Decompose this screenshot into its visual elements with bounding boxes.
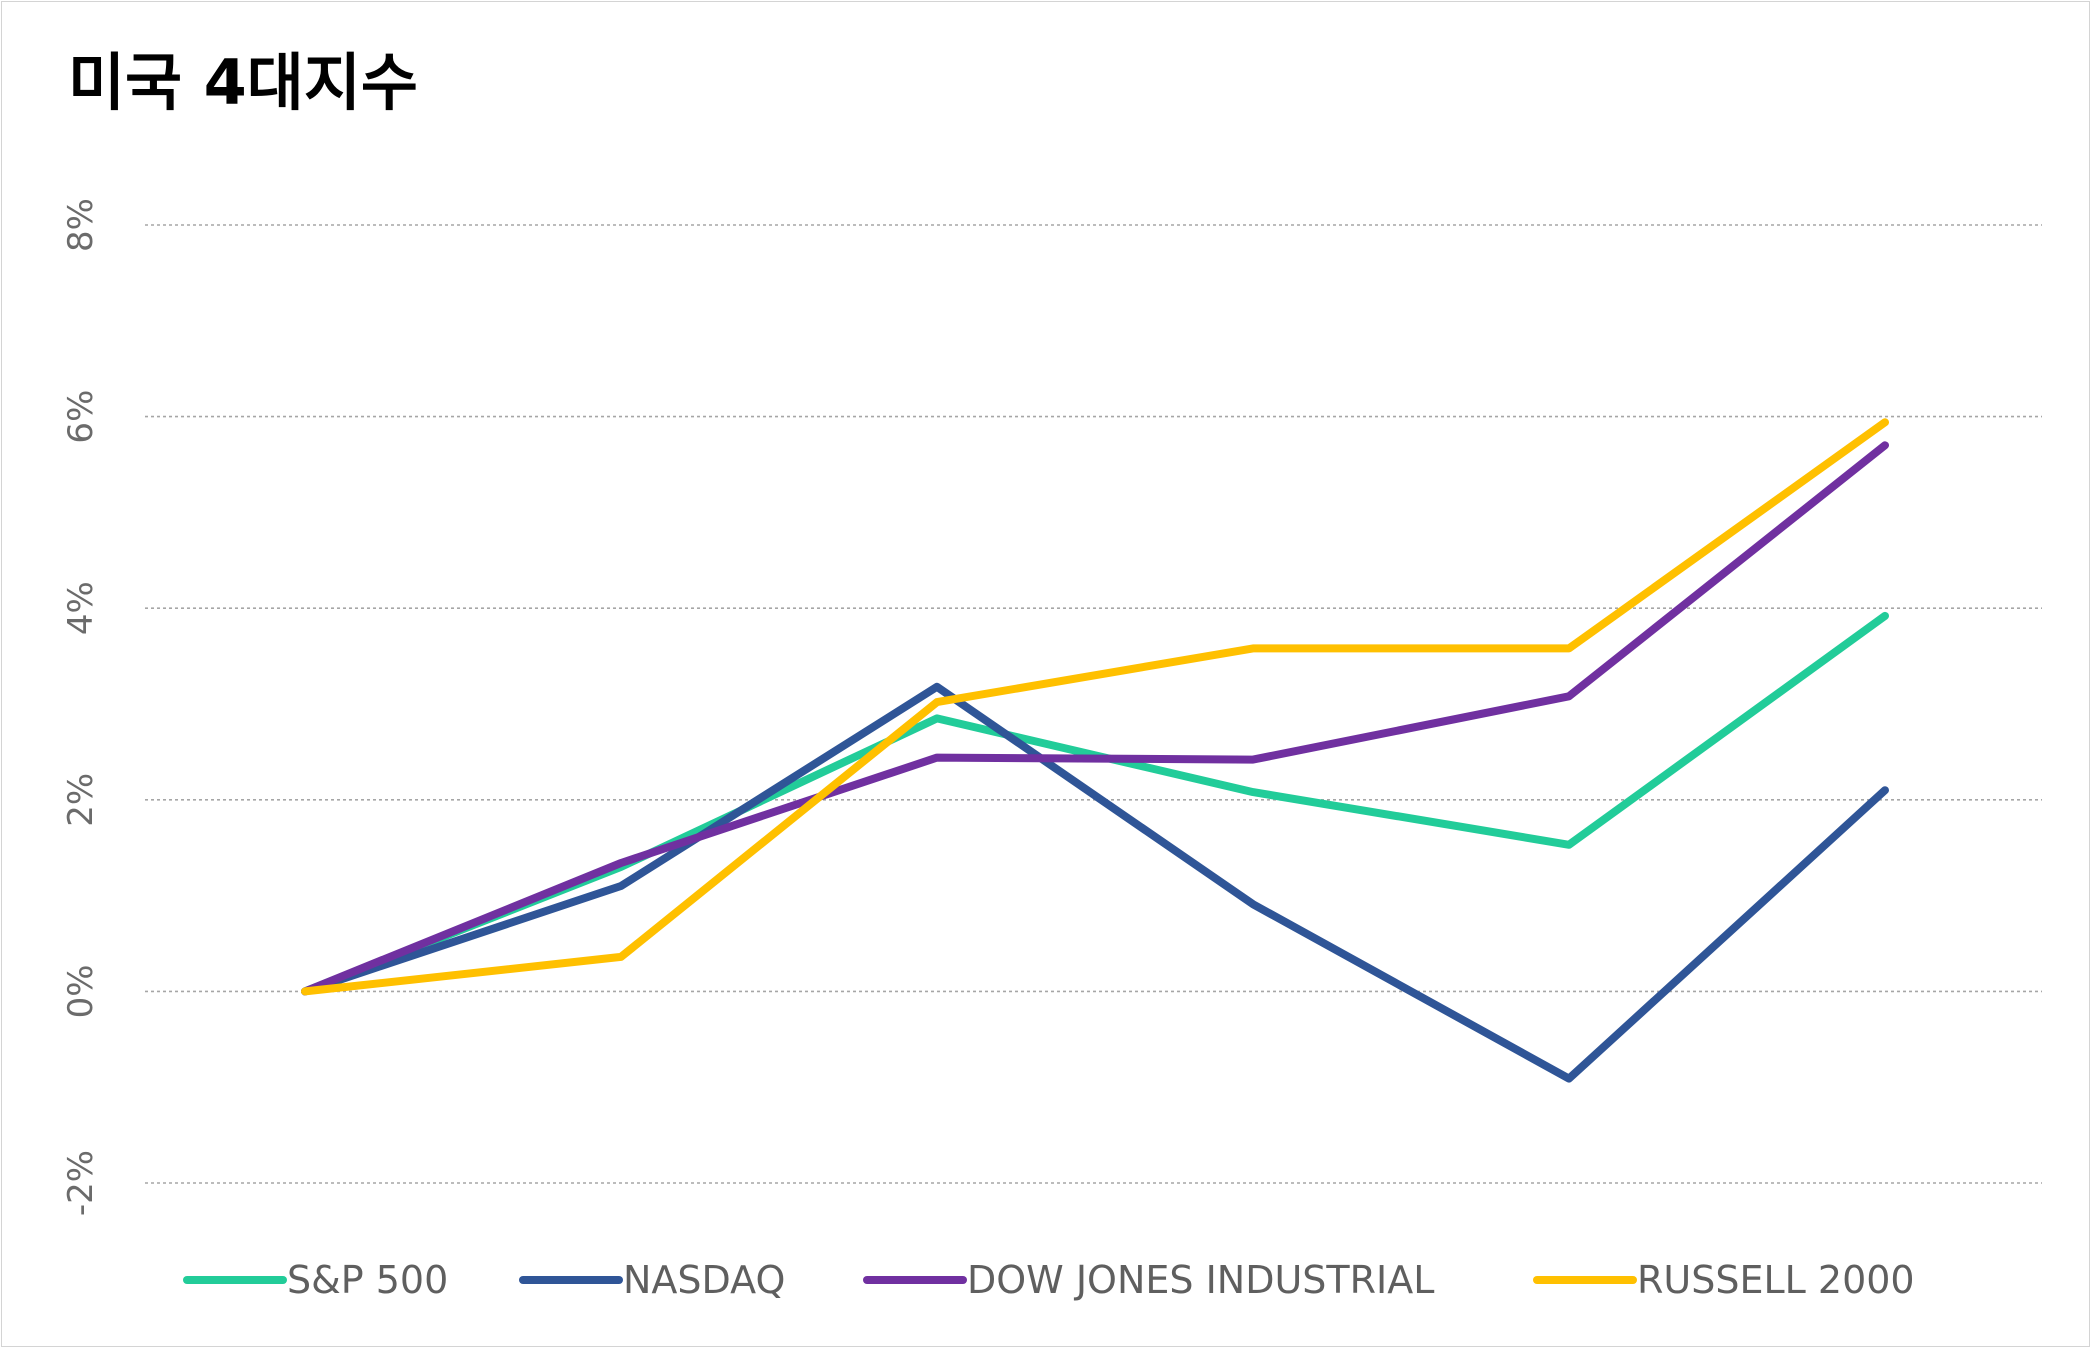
legend-label: S&P 500 xyxy=(287,1258,448,1302)
y-tick-label: 0% xyxy=(61,964,101,1018)
series-line-1 xyxy=(301,682,1889,1083)
legend-item: RUSSELL 2000 xyxy=(1533,1258,1915,1302)
series-lines xyxy=(301,418,1889,1083)
legend-item: NASDAQ xyxy=(519,1258,785,1302)
y-tick-label: 6% xyxy=(61,390,101,444)
legend-label: DOW JONES INDUSTRIAL xyxy=(967,1258,1434,1302)
series-line-3 xyxy=(301,418,1889,996)
legend-label: RUSSELL 2000 xyxy=(1637,1258,1915,1302)
legend-item: DOW JONES INDUSTRIAL xyxy=(863,1258,1434,1302)
series-line-2 xyxy=(301,441,1889,996)
legend: S&P 500 NASDAQ DOW JONES INDUSTRIAL RUSSELL… xyxy=(183,1258,1915,1302)
y-tick-label: 4% xyxy=(61,581,101,635)
y-tick-label: 8% xyxy=(61,198,101,252)
legend-item: S&P 500 xyxy=(183,1258,448,1302)
y-tick-label: 2% xyxy=(61,773,101,827)
y-axis-ticks: -2% 0% 2% 4% 6% 8% xyxy=(61,198,101,1216)
legend-label: NASDAQ xyxy=(623,1258,785,1302)
chart-title: 미국 4대지수 xyxy=(68,46,418,119)
y-tick-label: -2% xyxy=(61,1150,101,1216)
gridlines xyxy=(145,224,2042,1184)
